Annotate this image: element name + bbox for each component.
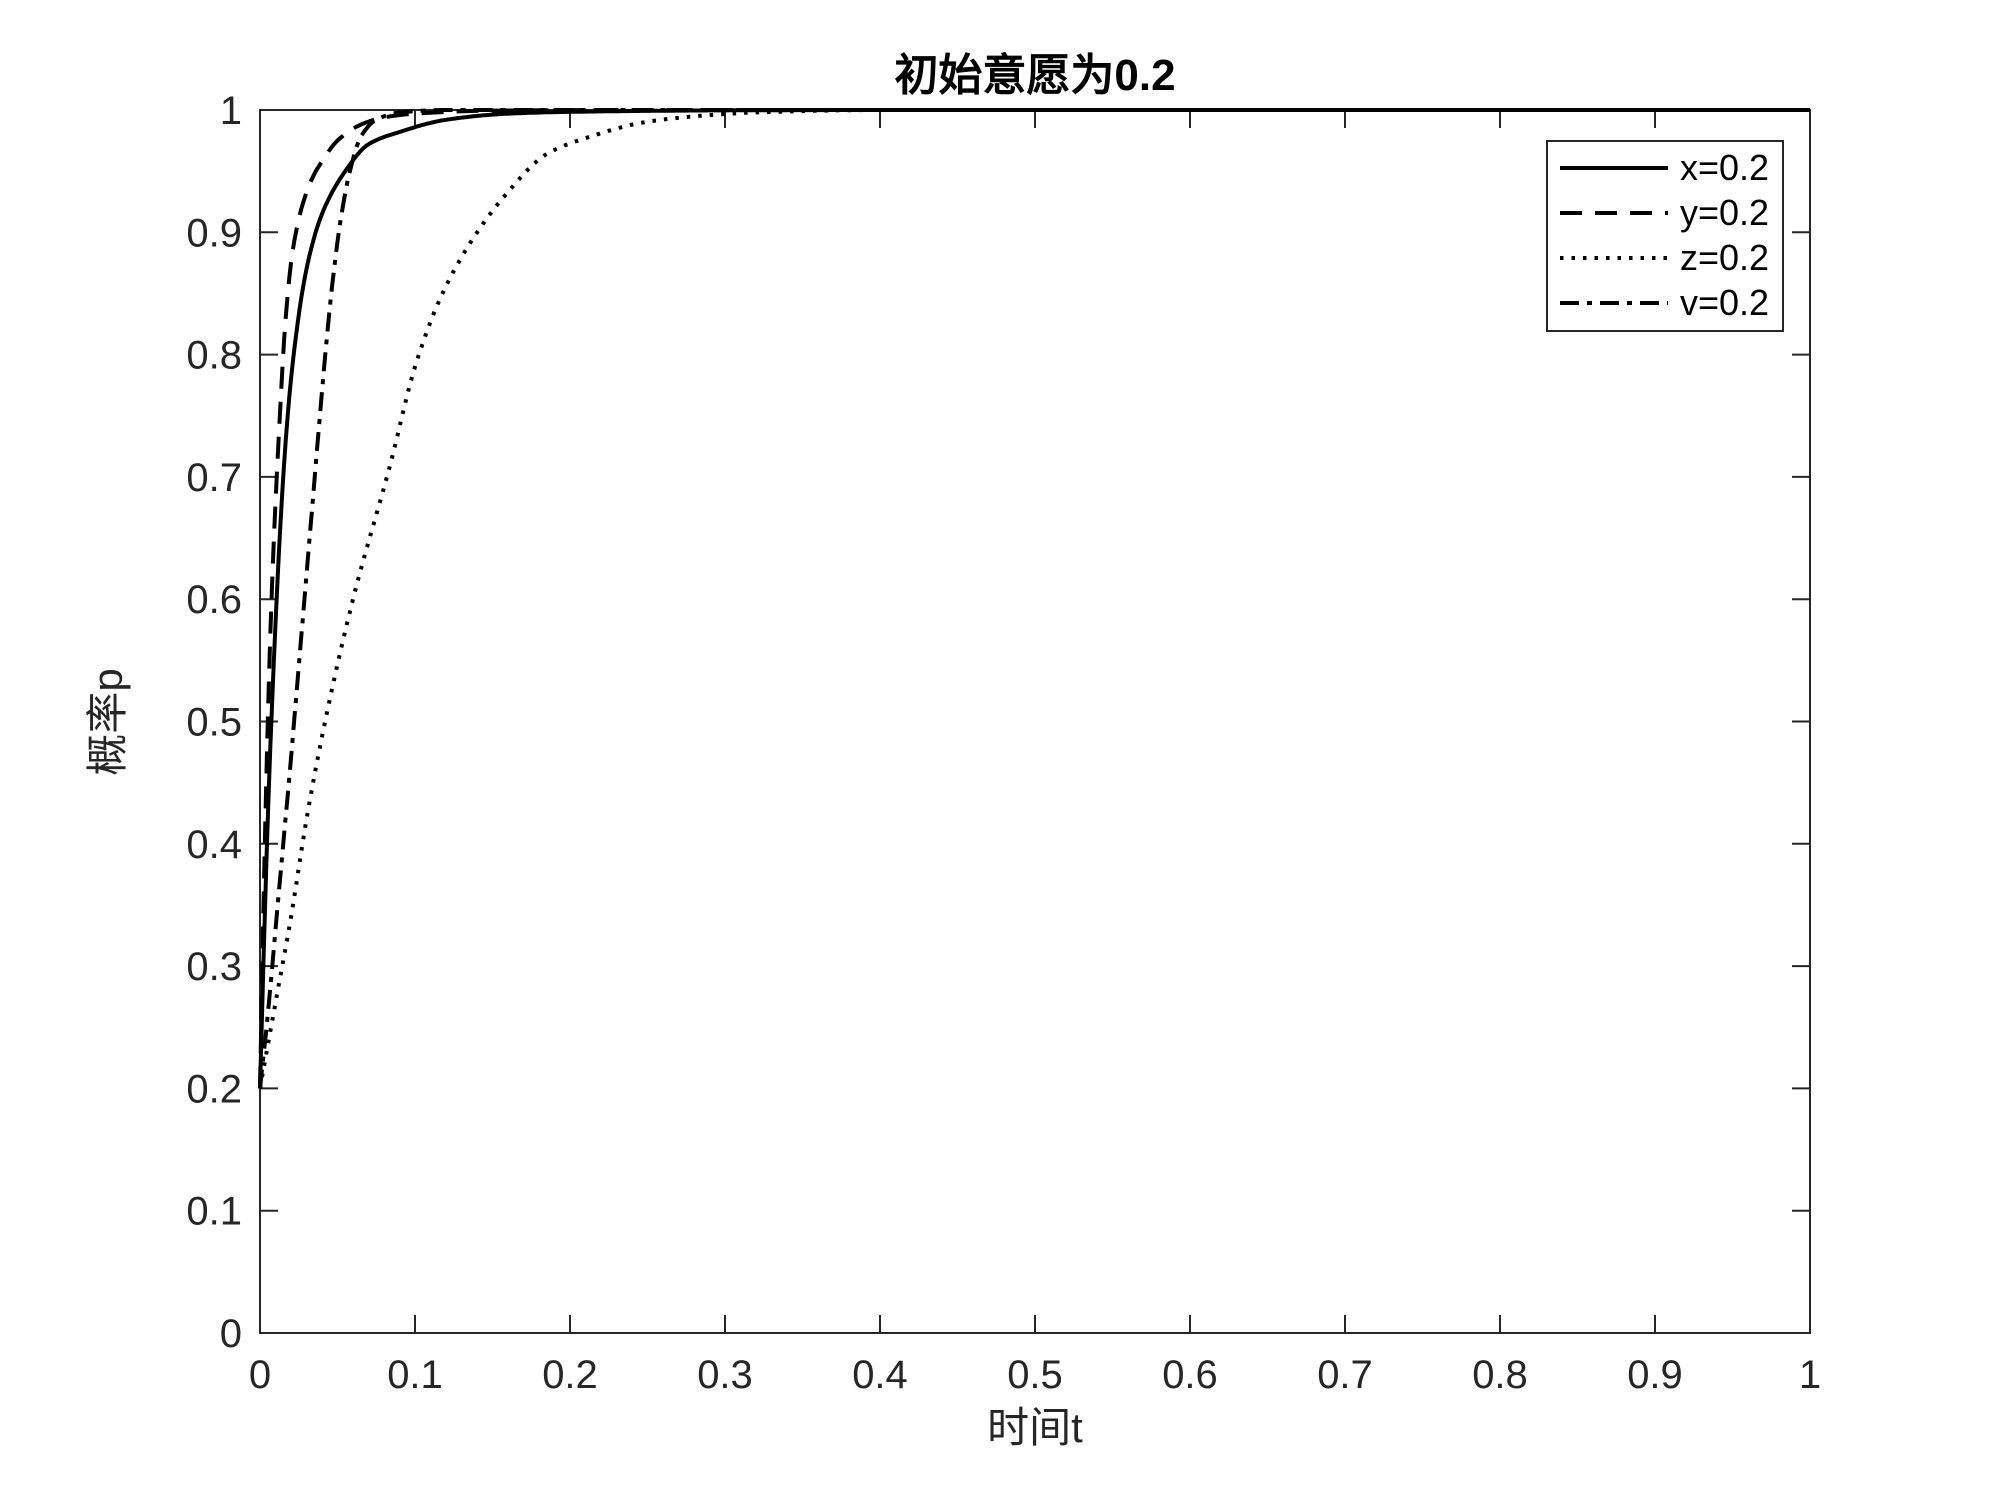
y-tick-label: 0.8 [186,334,242,378]
x-tick-label: 0.6 [1162,1353,1218,1397]
chart-title: 初始意愿为0.2 [894,51,1175,100]
y-tick-label: 0.5 [186,701,242,745]
y-tick-label: 0.2 [186,1067,242,1111]
y-axis-label: 概率p [84,668,131,775]
x-tick-label: 0.5 [1007,1353,1063,1397]
x-axis-label: 时间t [987,1404,1083,1451]
x-tick-label: 0.3 [697,1353,753,1397]
x-tick-label: 1 [1799,1353,1821,1397]
y-tick-label: 0.9 [186,211,242,255]
legend-entry-label: z=0.2 [1680,237,1769,278]
y-tick-label: 1 [220,89,242,133]
x-tick-label: 0.9 [1627,1353,1683,1397]
x-tick-label: 0.2 [542,1353,598,1397]
y-tick-label: 0.4 [186,823,242,867]
legend-box: x=0.2y=0.2z=0.2v=0.2 [1546,140,1784,332]
y-tick-label: 0.3 [186,945,242,989]
y-tick-label: 0.6 [186,578,242,622]
legend-entry-label: v=0.2 [1680,282,1769,323]
x-tick-label: 0.8 [1472,1353,1528,1397]
y-tick-label: 0.1 [186,1190,242,1234]
legend-border [1546,140,1784,332]
x-tick-label: 0.7 [1317,1353,1373,1397]
x-tick-label: 0.1 [387,1353,443,1397]
axes-layer: 0 0.1 0.2 0.3 0.4 0.5 0.6 0.7 0.8 0.9 1 0 0.1 0.2 0.3 0… [186,89,1821,1397]
legend-entry-label: y=0.2 [1680,192,1769,233]
x-tick-label: 0 [249,1353,271,1397]
curves-layer [258,108,1811,1089]
legend-entry-label: x=0.2 [1680,147,1769,188]
x-tick-label: 0.4 [852,1353,908,1397]
curve-v=0.2 [258,108,1811,1089]
y-tick-label: 0.7 [186,456,242,500]
y-tick-label: 0 [220,1312,242,1356]
